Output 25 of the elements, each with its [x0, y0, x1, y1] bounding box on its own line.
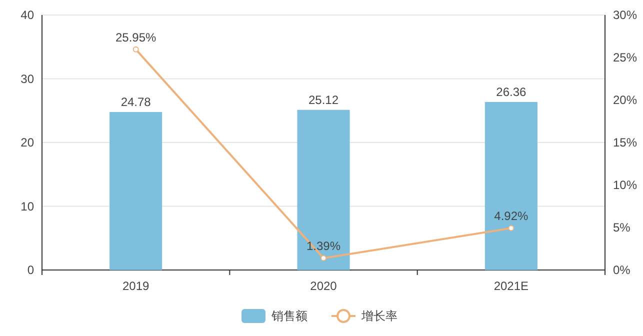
y2-tick-label: 5%: [613, 220, 631, 234]
y2-tick-label: 20%: [613, 93, 638, 107]
x-tick-label: 2020: [310, 279, 338, 293]
x-tick-label: 2019: [122, 279, 150, 293]
point: [320, 255, 326, 262]
point: [508, 225, 514, 232]
y2-tick-label: 0%: [613, 263, 631, 277]
y-tick-label: 10: [20, 199, 34, 214]
y2-tick-label: 10%: [613, 178, 638, 192]
y-tick-label: 0: [27, 263, 34, 277]
data-label: 26.36: [496, 84, 527, 99]
data-label: 4.92%: [494, 209, 529, 224]
y2-tick-label: 25%: [613, 50, 638, 64]
y-tick-label: 30: [20, 72, 34, 86]
data-label: 25.95%: [115, 30, 157, 44]
y2-tick-label: 30%: [613, 8, 638, 22]
data-label: 25.12: [308, 92, 339, 107]
legend-label: 增长率: [360, 309, 398, 323]
y-tick-label: 40: [20, 8, 34, 22]
y2-tick-label: 15%: [613, 136, 638, 150]
legend-label: 销售额: [270, 309, 308, 323]
data-label: 24.78: [120, 95, 152, 110]
y-tick-label: 20: [20, 136, 34, 150]
x-tick-label: 2021E: [494, 279, 529, 293]
point: [132, 46, 139, 52]
